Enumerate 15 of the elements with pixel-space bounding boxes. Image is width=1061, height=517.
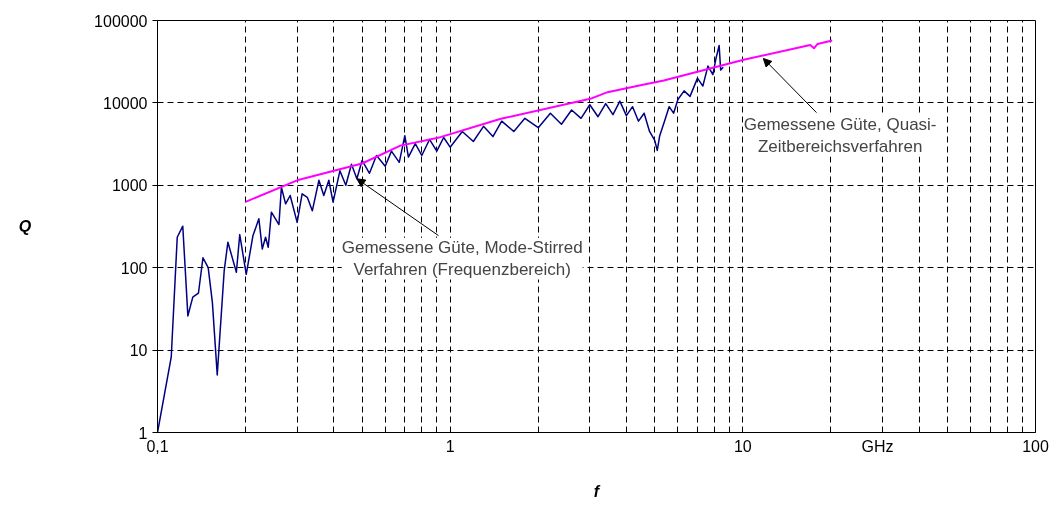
y-tick-label: 1 <box>138 424 148 442</box>
x-axis-title: f <box>593 482 601 500</box>
y-axis-title: Q <box>18 218 32 235</box>
annotation: Gemessene Güte, Quasi- Zeitbereichsverfahren <box>743 114 937 157</box>
y-tick-label: 1000 <box>111 177 148 195</box>
annotation: Gemessene Güte, Mode-Stirred Verfahren (Frequenzbereich) <box>341 237 583 280</box>
text: GHz <box>861 437 894 455</box>
x-tick-label: 10 <box>733 437 752 455</box>
y-tick-label: 10 <box>129 342 148 360</box>
x-tick-label: 100 <box>1022 437 1049 455</box>
x-tick-label: 1 <box>445 437 455 455</box>
y-tick-label: 10000 <box>103 94 148 112</box>
y-tick-label: 100000 <box>94 12 148 30</box>
x-tick-label: 0,1 <box>146 437 169 455</box>
y-tick-label: 100 <box>120 259 148 277</box>
